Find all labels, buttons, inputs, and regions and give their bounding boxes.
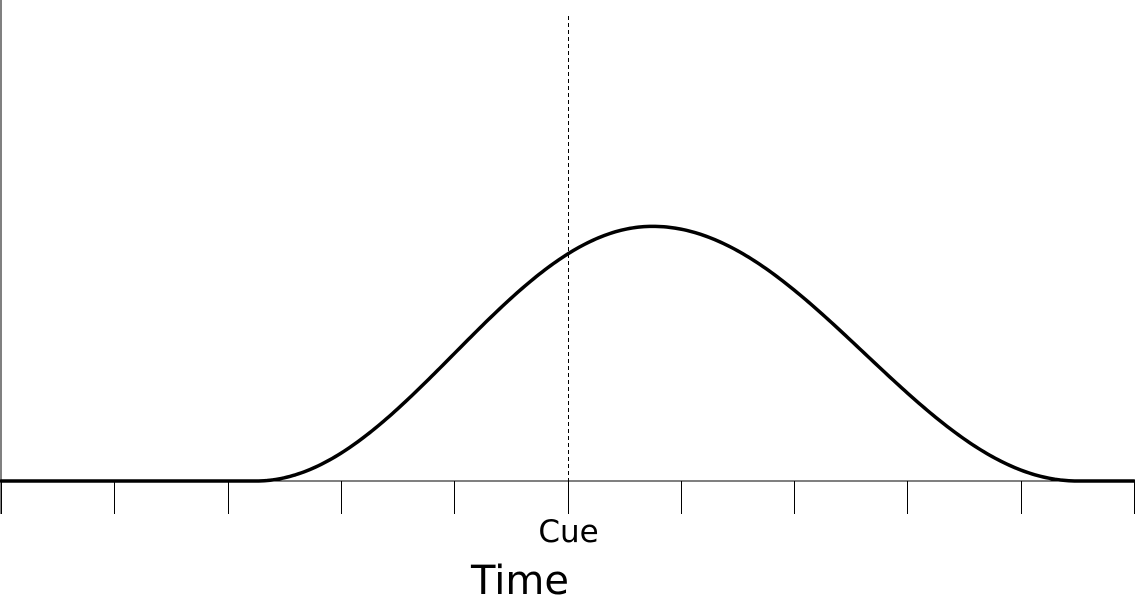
x-axis-title: Time xyxy=(470,558,569,604)
cue-label: Cue xyxy=(538,514,598,550)
response-curve xyxy=(0,224,1135,483)
